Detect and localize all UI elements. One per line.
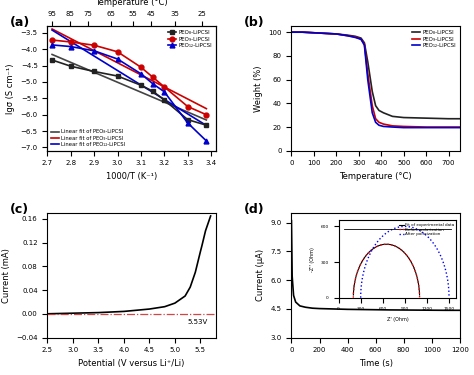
X-axis label: 1000/T (K⁻¹): 1000/T (K⁻¹) (106, 172, 157, 181)
Legend: Linear fit of PEO₈-LiPCSI, Linear fit of PEO₉-LiPCSI, Linear fit of PEO₁₂-LiPCSI: Linear fit of PEO₈-LiPCSI, Linear fit of… (50, 128, 126, 148)
Text: (a): (a) (10, 16, 31, 29)
Y-axis label: Current (mA): Current (mA) (1, 248, 10, 303)
Y-axis label: Weight (%): Weight (%) (254, 65, 263, 112)
Y-axis label: Current (μA): Current (μA) (256, 249, 265, 302)
Legend: PEO₈-LiPCSI, PEO₉-LiPCSI, PEO₁₂-LiPCSI: PEO₈-LiPCSI, PEO₉-LiPCSI, PEO₁₂-LiPCSI (411, 29, 457, 49)
Text: (d): (d) (244, 203, 265, 216)
Text: 5.53V: 5.53V (188, 320, 208, 326)
Y-axis label: lgσ (S cm⁻¹): lgσ (S cm⁻¹) (6, 63, 15, 114)
Text: (c): (c) (10, 203, 29, 216)
X-axis label: Time (s): Time (s) (359, 359, 392, 368)
X-axis label: Temperature (°C): Temperature (°C) (95, 0, 168, 7)
Text: (b): (b) (244, 16, 265, 29)
X-axis label: Temperature (°C): Temperature (°C) (339, 172, 412, 181)
X-axis label: Potential (V versus Li⁺/Li): Potential (V versus Li⁺/Li) (78, 359, 185, 368)
